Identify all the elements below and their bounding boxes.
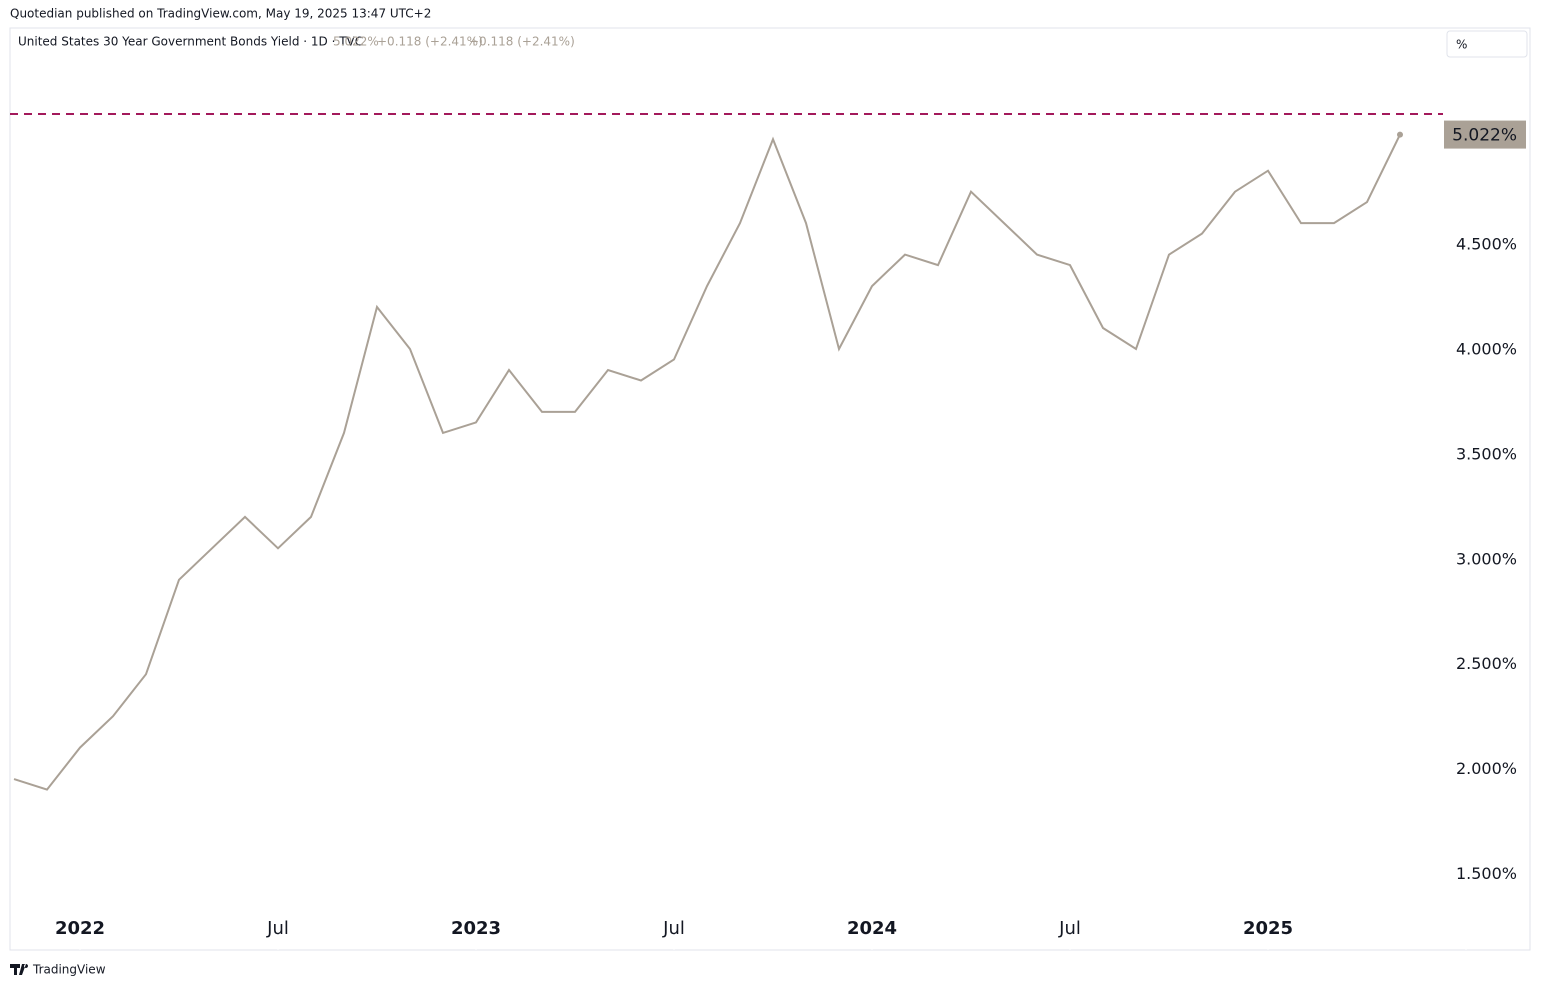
y-tick-label: 4.500% bbox=[1456, 235, 1517, 254]
yield-line bbox=[13, 134, 1401, 791]
x-tick-label: Jul bbox=[1058, 918, 1081, 939]
x-tick-label: Jul bbox=[266, 918, 289, 939]
axis-group: 1.500% 2.000% 2.500% 3.000% 3.500% 4.000% 4.50… bbox=[1443, 120, 1526, 883]
legend-change: +0.118 (+2.41%) bbox=[469, 35, 575, 49]
legend-change: +0.118 (+2.41%) bbox=[377, 35, 483, 49]
pane-frame bbox=[9, 27, 1531, 951]
plot: 2022Jul2023Jul2024Jul2025Ju bbox=[10, 113, 1474, 950]
scale-mode-button[interactable] bbox=[1446, 30, 1528, 58]
last-point bbox=[1397, 131, 1403, 138]
price-label: 5.022% bbox=[1452, 126, 1517, 146]
brand-logo bbox=[10, 964, 29, 975]
y-tick-label: 1.500% bbox=[1456, 864, 1517, 883]
publisher: Quotedian published on TradingView.com, … bbox=[10, 7, 431, 21]
y-tick-label: 2.000% bbox=[1456, 759, 1517, 778]
x-tick-label: 2024 bbox=[847, 918, 897, 939]
scale-mode[interactable]: % bbox=[1456, 38, 1467, 52]
y-tick-label: 3.000% bbox=[1456, 549, 1517, 568]
y-tick-label: 4.000% bbox=[1456, 340, 1517, 359]
x-tick-label: 2022 bbox=[55, 918, 105, 939]
x-tick-label: 2023 bbox=[451, 918, 501, 939]
legend-last: 5.022% bbox=[333, 35, 379, 49]
x-tick-label: Jul bbox=[662, 918, 685, 939]
price-label-box bbox=[1444, 120, 1526, 149]
y-tick-label: 3.500% bbox=[1456, 444, 1517, 463]
price-axis bbox=[1443, 29, 1529, 949]
brand: TradingView bbox=[32, 963, 106, 977]
legend-symbol: United States 30 Year Government Bonds Y… bbox=[18, 35, 363, 49]
x-tick-label: 2025 bbox=[1243, 918, 1293, 939]
y-tick-label: 2.500% bbox=[1456, 654, 1517, 673]
